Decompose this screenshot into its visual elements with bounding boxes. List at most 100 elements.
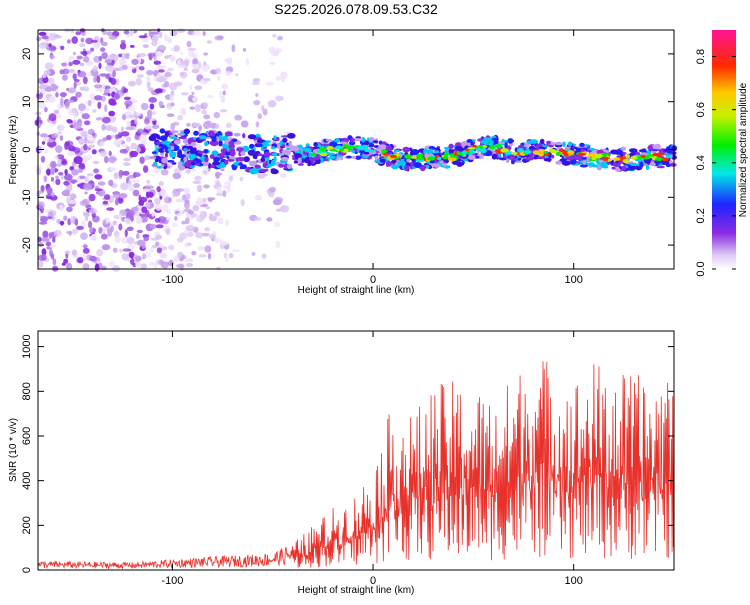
heatmap-cell — [170, 130, 180, 134]
heatmap-cell — [226, 156, 230, 159]
heatmap-cell — [120, 236, 129, 244]
heatmap-cell — [572, 143, 577, 147]
heatmap-cell — [44, 106, 48, 113]
heatmap-cell — [59, 69, 65, 75]
heatmap-cell — [325, 138, 332, 142]
heatmap-cell — [183, 208, 192, 213]
heatmap-cell — [267, 100, 277, 108]
heatmap-peak — [410, 156, 417, 159]
heatmap-cell — [89, 255, 97, 262]
heatmap-cell — [135, 216, 143, 224]
heatmap-cell — [537, 155, 545, 159]
heatmap-cell — [148, 156, 157, 160]
heatmap-cell — [191, 55, 197, 59]
heatmap-cell — [105, 64, 114, 72]
heatmap-cell — [448, 143, 454, 149]
heatmap-cell — [393, 149, 400, 153]
heatmap-cell — [170, 145, 175, 151]
heatmap-cell — [186, 224, 195, 232]
heatmap-cell — [217, 217, 224, 225]
heatmap-cell — [559, 154, 563, 158]
heatmap-cell — [104, 104, 108, 113]
heatmap-cell — [216, 186, 222, 194]
heatmap-cell — [127, 244, 136, 249]
heatmap-cell — [61, 262, 66, 266]
heatmap-cell — [238, 158, 245, 162]
heatmap-cell — [113, 140, 121, 146]
heatmap-cell — [219, 109, 228, 113]
heatmap-cell — [57, 154, 62, 159]
heatmap-cell — [150, 31, 160, 35]
heatmap-cell — [288, 140, 292, 147]
heatmap-cell — [82, 56, 90, 63]
heatmap-cell — [44, 86, 53, 92]
heatmap-cell — [270, 146, 276, 150]
heatmap-cell — [109, 167, 117, 171]
snr-x-tick-label: -100 — [161, 575, 183, 587]
heatmap-cell — [123, 96, 131, 101]
heatmap-cell — [186, 192, 191, 200]
heatmap-cell — [63, 258, 69, 264]
heatmap-cell — [256, 143, 263, 148]
heatmap-cell — [195, 104, 201, 113]
heatmap-cell — [36, 36, 42, 42]
heatmap-peak — [416, 156, 425, 160]
heatmap-cell — [283, 163, 289, 170]
heatmap-cell — [65, 262, 73, 271]
heatmap-cell — [168, 244, 175, 251]
heatmap-cell — [179, 232, 188, 240]
colorbar-tick-label: 0.4 — [695, 155, 707, 170]
heatmap-cell — [78, 138, 85, 145]
heatmap-peak — [495, 144, 503, 149]
heatmap-cell — [582, 159, 587, 165]
heatmap-cell — [139, 156, 145, 164]
heatmap-cell — [41, 248, 47, 256]
heatmap-cell — [155, 50, 163, 57]
heatmap-x-label: Height of straight line (km) — [298, 285, 415, 296]
heatmap-cell — [72, 73, 77, 80]
heatmap-cell — [206, 40, 213, 44]
heatmap-peak — [655, 157, 663, 162]
heatmap-cell — [36, 167, 42, 176]
heatmap-cell — [124, 100, 133, 107]
heatmap-cell — [131, 179, 140, 183]
heatmap-cell — [80, 232, 88, 240]
heatmap-cell — [363, 140, 370, 146]
heatmap-cell — [76, 225, 84, 230]
heatmap-cell — [108, 35, 118, 40]
heatmap-cell — [51, 192, 55, 198]
heatmap-cell — [117, 197, 124, 204]
heatmap-cell — [350, 137, 355, 143]
heatmap-cell — [37, 102, 47, 109]
heatmap-cell — [172, 121, 180, 126]
heatmap-cell — [261, 141, 269, 148]
heatmap-cell — [222, 190, 227, 198]
heatmap-peak — [468, 149, 476, 154]
heatmap-cell — [261, 253, 267, 259]
heatmap-cell — [181, 220, 187, 225]
heatmap-cell — [37, 260, 44, 268]
heatmap-cell — [505, 158, 510, 163]
heatmap-peak — [555, 151, 562, 156]
heatmap-cell — [257, 173, 266, 179]
heatmap-peak — [577, 152, 587, 156]
heatmap-cell — [274, 47, 283, 54]
heatmap-cell — [112, 190, 121, 199]
heatmap-cell — [203, 121, 211, 130]
heatmap-cell — [162, 203, 169, 212]
heatmap-y-tick-label: -10 — [21, 189, 33, 205]
heatmap-cell — [198, 153, 203, 158]
heatmap-cell — [460, 141, 468, 146]
heatmap-peak — [613, 157, 621, 161]
heatmap-cell — [252, 78, 261, 83]
heatmap-peak — [426, 156, 436, 161]
heatmap-cell — [143, 124, 153, 130]
heatmap-cell — [120, 182, 129, 191]
heatmap-peak — [390, 154, 397, 158]
heatmap-cell — [113, 93, 120, 100]
heatmap-cell — [191, 91, 195, 96]
heatmap-cell — [155, 203, 163, 211]
heatmap-cell — [406, 158, 411, 162]
heatmap-cell — [191, 68, 200, 74]
heatmap-cell — [240, 150, 246, 156]
